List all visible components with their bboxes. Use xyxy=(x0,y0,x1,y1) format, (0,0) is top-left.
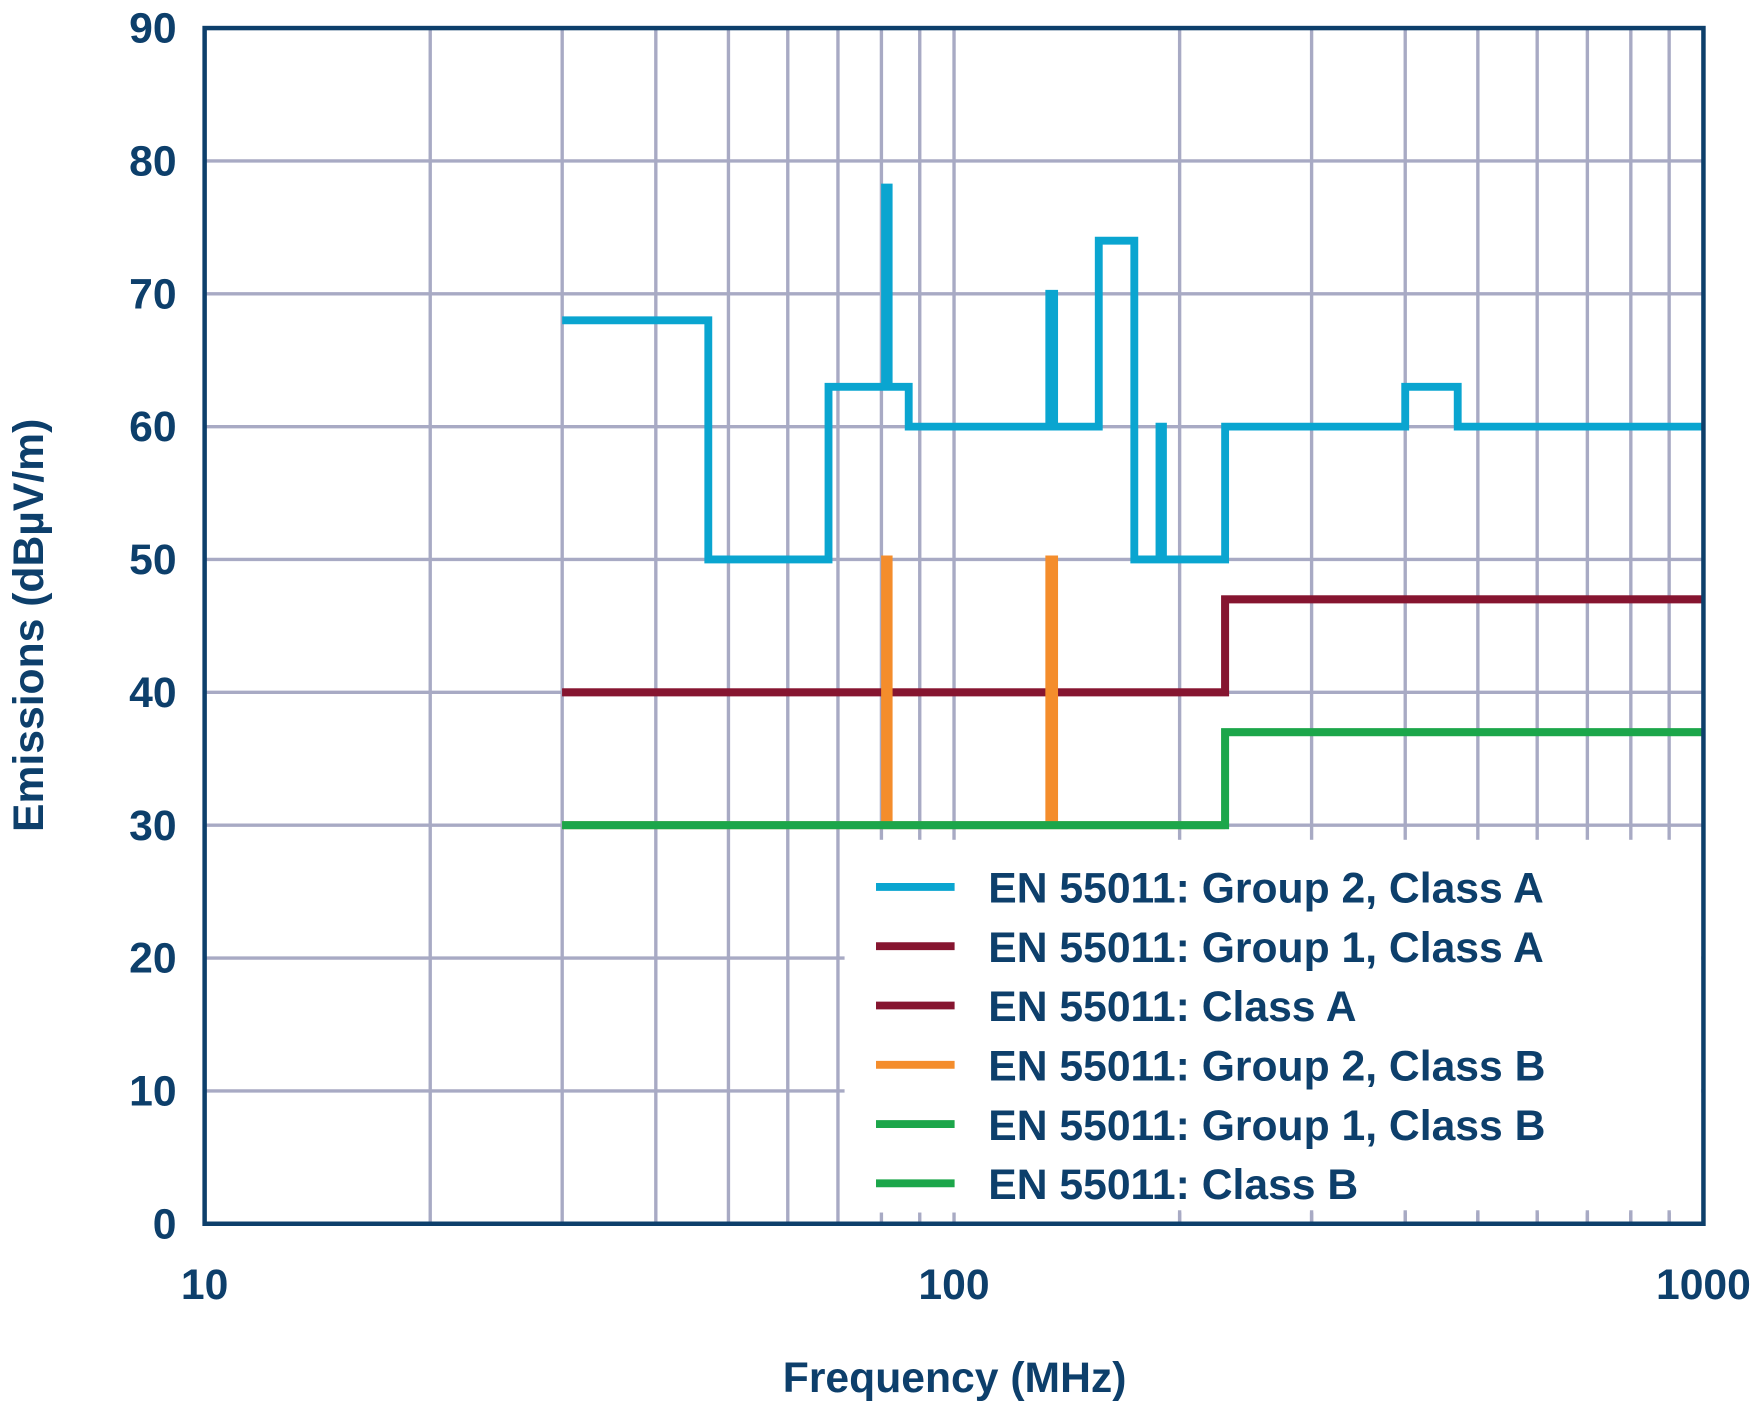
y-tick-label: 60 xyxy=(129,403,176,451)
y-tick-label: 80 xyxy=(129,138,176,186)
legend-label: EN 55011: Group 1, Class A xyxy=(988,924,1544,972)
x-axis-label: Frequency (MHz) xyxy=(783,1354,1127,1402)
y-tick-labels: 0 10 20 30 40 50 60 70 80 90 xyxy=(129,5,176,1249)
y-tick-label: 70 xyxy=(129,270,176,318)
legend-label: EN 55011: Group 1, Class B xyxy=(988,1102,1545,1150)
x-tick-label: 100 xyxy=(918,1261,989,1309)
plot-frame xyxy=(202,25,1706,1226)
series-line-4 xyxy=(562,728,1704,830)
x-tick-label: 10 xyxy=(181,1261,228,1309)
y-tick-label: 0 xyxy=(153,1200,177,1248)
y-axis-label: Emissions (dBµV/m) xyxy=(5,419,53,832)
y-tick-label: 40 xyxy=(129,669,176,717)
legend-background xyxy=(844,839,1702,1213)
legend-label: EN 55011: Group 2, Class A xyxy=(988,865,1544,913)
legend-label: EN 55011: Class B xyxy=(988,1161,1358,1209)
legend-label: EN 55011: Class A xyxy=(988,983,1356,1031)
y-tick-label: 50 xyxy=(129,536,176,584)
y-tick-label: 20 xyxy=(129,935,176,983)
x-tick-labels: 10 100 1000 xyxy=(181,1261,1751,1309)
series-line-2 xyxy=(562,595,1704,697)
series-line-0 xyxy=(562,183,1704,564)
x-tick-label: 1000 xyxy=(1656,1261,1751,1309)
y-tick-label: 90 xyxy=(129,5,176,53)
y-tick-label: 30 xyxy=(129,802,176,850)
legend-label: EN 55011: Group 2, Class B xyxy=(988,1042,1545,1090)
y-tick-label: 10 xyxy=(129,1067,176,1115)
series-lines xyxy=(562,183,1704,830)
legend: EN 55011: Group 2, Class A EN 55011: Grou… xyxy=(876,865,1671,1224)
series-line-5 xyxy=(562,728,1704,830)
series-line-1 xyxy=(562,595,1704,697)
